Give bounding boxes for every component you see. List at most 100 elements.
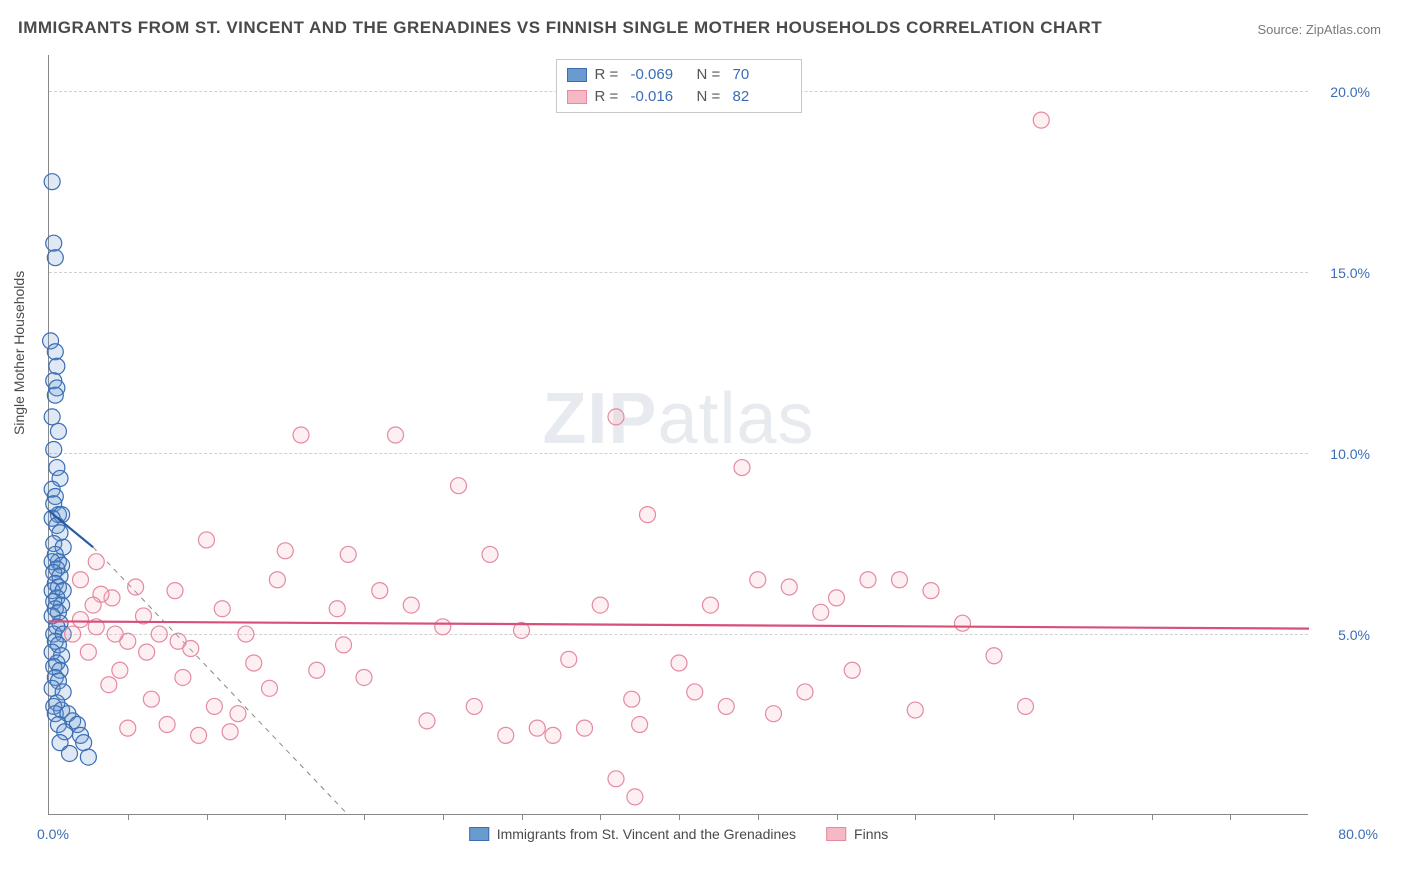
x-tick (522, 814, 523, 820)
data-point-pink (627, 789, 643, 805)
n-label: N = (697, 64, 725, 86)
data-point-pink (214, 601, 230, 617)
data-point-blue (46, 441, 62, 457)
data-point-pink (545, 727, 561, 743)
stats-row-pink: R =-0.016N =82 (567, 86, 791, 108)
data-point-pink (766, 706, 782, 722)
x-tick (1152, 814, 1153, 820)
data-point-blue (80, 749, 96, 765)
legend-swatch-pink (826, 827, 846, 841)
data-point-blue (46, 235, 62, 251)
data-point-pink (403, 597, 419, 613)
data-point-pink (813, 604, 829, 620)
data-point-pink (336, 637, 352, 653)
data-point-pink (703, 597, 719, 613)
data-point-pink (419, 713, 435, 729)
data-point-blue (47, 344, 63, 360)
data-point-pink (277, 543, 293, 559)
data-point-pink (73, 572, 89, 588)
data-point-pink (435, 619, 451, 635)
data-point-blue (44, 409, 60, 425)
data-point-blue (47, 250, 63, 266)
data-point-pink (466, 698, 482, 714)
x-tick (600, 814, 601, 820)
y-tick-label: 20.0% (1330, 84, 1370, 100)
data-point-pink (1033, 112, 1049, 128)
chart-title: IMMIGRANTS FROM ST. VINCENT AND THE GREN… (18, 18, 1102, 38)
legend-swatch-blue (469, 827, 489, 841)
data-point-pink (167, 583, 183, 599)
data-point-pink (293, 427, 309, 443)
data-point-pink (356, 669, 372, 685)
legend-item-blue: Immigrants from St. Vincent and the Gren… (469, 826, 796, 842)
n-label: N = (697, 86, 725, 108)
data-point-pink (309, 662, 325, 678)
r-label: R = (595, 86, 623, 108)
data-point-pink (797, 684, 813, 700)
data-point-pink (88, 554, 104, 570)
data-point-pink (592, 597, 608, 613)
data-point-pink (175, 669, 191, 685)
x-tick (285, 814, 286, 820)
data-point-pink (101, 677, 117, 693)
data-point-pink (151, 626, 167, 642)
swatch-pink (567, 90, 587, 104)
source-label: Source: ZipAtlas.com (1257, 22, 1381, 37)
x-tick-max: 80.0% (1338, 826, 1378, 842)
data-point-pink (143, 691, 159, 707)
data-point-pink (844, 662, 860, 678)
x-tick (837, 814, 838, 820)
stats-legend: R =-0.069N =70R =-0.016N =82 (556, 59, 802, 113)
data-point-pink (262, 680, 278, 696)
x-tick (994, 814, 995, 820)
x-tick (128, 814, 129, 820)
data-point-pink (907, 702, 923, 718)
data-point-pink (128, 579, 144, 595)
y-tick-label: 5.0% (1338, 627, 1370, 643)
data-point-pink (860, 572, 876, 588)
data-point-pink (206, 698, 222, 714)
data-point-pink (923, 583, 939, 599)
data-point-pink (687, 684, 703, 700)
legend-label: Immigrants from St. Vincent and the Gren… (497, 826, 796, 842)
legend-label: Finns (854, 826, 888, 842)
data-point-pink (230, 706, 246, 722)
x-tick (1073, 814, 1074, 820)
data-point-pink (170, 633, 186, 649)
data-point-pink (107, 626, 123, 642)
data-point-pink (632, 717, 648, 733)
x-tick (915, 814, 916, 820)
data-point-pink (73, 612, 89, 628)
data-point-pink (120, 720, 136, 736)
stats-row-blue: R =-0.069N =70 (567, 64, 791, 86)
data-point-pink (199, 532, 215, 548)
data-point-pink (718, 698, 734, 714)
data-point-pink (482, 546, 498, 562)
data-point-pink (1018, 698, 1034, 714)
data-point-blue (50, 423, 66, 439)
data-point-pink (734, 460, 750, 476)
x-tick (207, 814, 208, 820)
data-point-pink (986, 648, 1002, 664)
data-point-pink (85, 597, 101, 613)
data-point-blue (49, 358, 65, 374)
data-point-blue (47, 387, 63, 403)
n-value: 82 (733, 86, 791, 108)
data-point-pink (671, 655, 687, 671)
swatch-blue (567, 68, 587, 82)
data-point-blue (61, 745, 77, 761)
data-point-pink (451, 478, 467, 494)
trend-line-pink (49, 621, 1309, 628)
data-point-blue (44, 174, 60, 190)
data-point-pink (781, 579, 797, 595)
data-point-pink (139, 644, 155, 660)
data-point-pink (222, 724, 238, 740)
y-axis-title: Single Mother Households (11, 270, 27, 434)
data-point-pink (112, 662, 128, 678)
r-label: R = (595, 64, 623, 86)
plot-area: Single Mother Households 5.0%10.0%15.0%2… (48, 55, 1308, 815)
bottom-legend: Immigrants from St. Vincent and the Gren… (469, 826, 889, 842)
x-tick (758, 814, 759, 820)
data-point-pink (80, 644, 96, 660)
y-tick-label: 15.0% (1330, 265, 1370, 281)
